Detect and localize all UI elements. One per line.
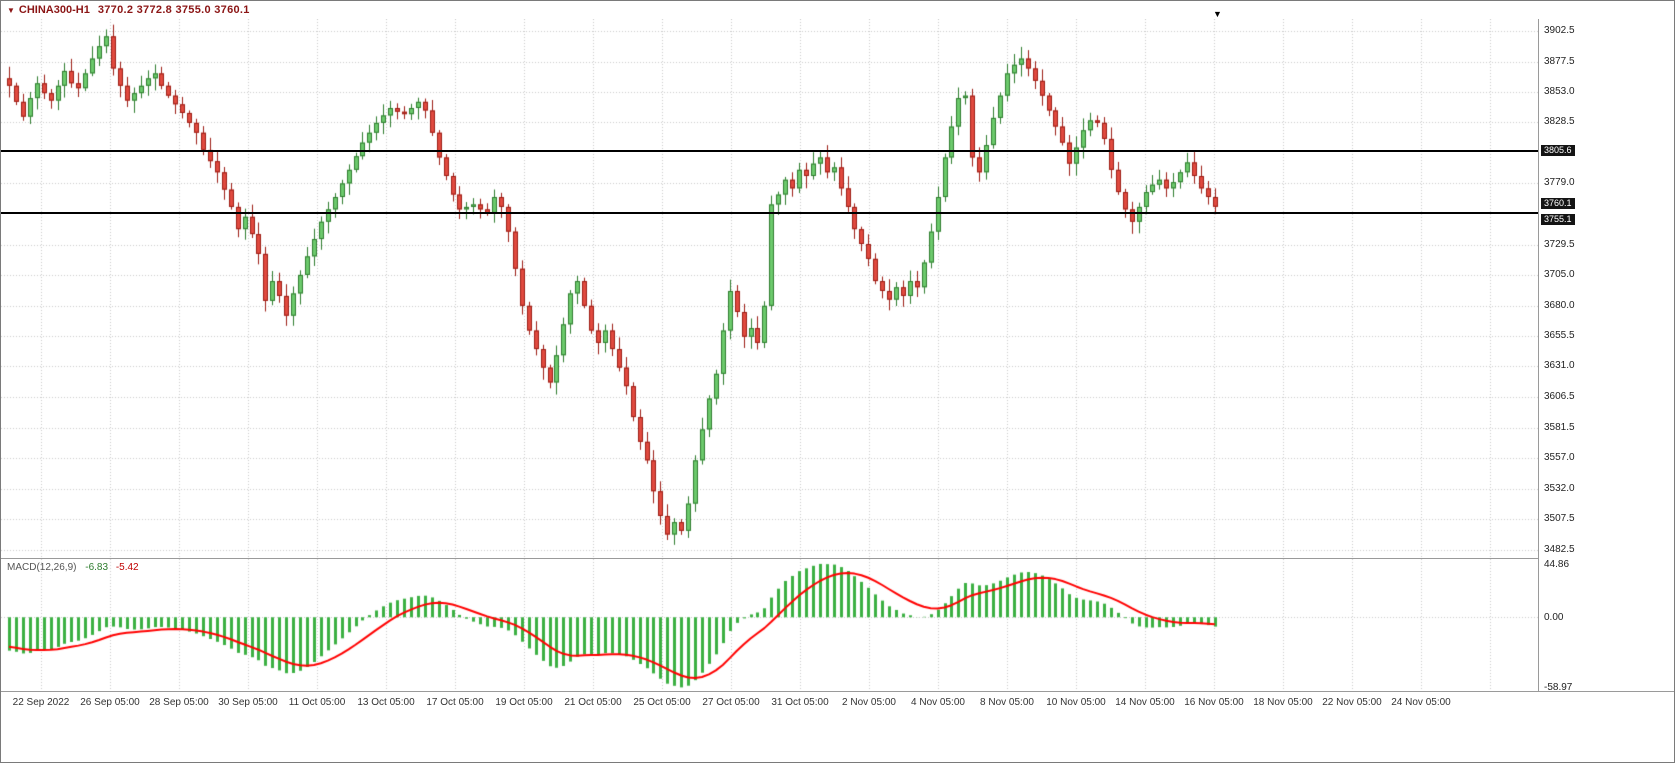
macd-signal-value: -5.42 (115, 562, 139, 573)
macd-name: MACD(12,26,9) (7, 562, 77, 573)
price-tag: 3760.1 (1541, 197, 1575, 209)
time-axis-label: 28 Sep 05:00 (149, 697, 209, 708)
time-axis-label: 10 Nov 05:00 (1046, 697, 1106, 708)
time-axis-label: 26 Sep 05:00 (80, 697, 140, 708)
time-axis-label: 2 Nov 05:00 (842, 697, 896, 708)
price-tick-label: 3581.5 (1544, 421, 1575, 433)
time-axis-label: 18 Nov 05:00 (1253, 697, 1313, 708)
time-axis-label: 19 Oct 05:00 (495, 697, 553, 708)
time-axis-label: 27 Oct 05:00 (702, 697, 760, 708)
price-tag: 3755.1 (1541, 213, 1575, 225)
time-axis-label: 11 Oct 05:00 (288, 697, 346, 708)
time-axis[interactable]: 22 Sep 2022 26 Sep 05:00 28 Sep 05:00 30 Se… (1, 691, 1674, 762)
price-axis[interactable]: 3902.5 3877.5 3853.0 3828.5 3779.0 3729.5 3705… (1538, 19, 1674, 694)
macd-main-value: -6.83 (85, 562, 109, 573)
time-axis-label: 24 Nov 05:00 (1391, 697, 1451, 708)
price-tick-label: 3828.5 (1544, 116, 1575, 128)
price-tick-label: 3729.5 (1544, 238, 1575, 250)
time-axis-label: 14 Nov 05:00 (1115, 697, 1175, 708)
time-axis-label: 17 Oct 05:00 (426, 697, 484, 708)
price-tag: 3805.6 (1541, 144, 1575, 156)
price-tick-label: 3680.0 (1544, 299, 1575, 311)
price-tick-label: 3482.5 (1544, 543, 1575, 555)
price-tick-label: 3902.5 (1544, 24, 1575, 36)
time-axis-label: 22 Sep 2022 (12, 697, 70, 708)
time-axis-label: 31 Oct 05:00 (771, 697, 829, 708)
symbol-title: CHINA300-H1 (18, 4, 90, 16)
price-tick-label: 3532.0 (1544, 482, 1575, 494)
time-axis-label: 4 Nov 05:00 (911, 697, 965, 708)
time-axis-label: 30 Sep 05:00 (218, 697, 278, 708)
price-tick-label: 3557.0 (1544, 451, 1575, 463)
macd-indicator-label: MACD(12,26,9) -6.83 -5.42 (7, 562, 139, 573)
time-axis-label: 25 Oct 05:00 (633, 697, 691, 708)
time-axis-label: 16 Nov 05:00 (1184, 697, 1244, 708)
macd-axis-label: -58.97 (1544, 682, 1573, 694)
price-chart-canvas[interactable] (1, 19, 1538, 558)
time-axis-label: 8 Nov 05:00 (980, 697, 1034, 708)
time-axis-label: 22 Nov 05:00 (1322, 697, 1382, 708)
macd-axis-label: 0.00 (1544, 612, 1564, 624)
price-tick-label: 3877.5 (1544, 55, 1575, 67)
macd-panel: MACD(12,26,9) -6.83 -5.42 (1, 558, 1538, 691)
chart-header: ▼ CHINA300-H1 3770.2 3772.8 3755.0 3760.… (1, 1, 1674, 19)
price-tick-label: 3655.5 (1544, 330, 1575, 342)
symbol-dropdown-icon[interactable]: ▼ (7, 5, 15, 15)
macd-axis-label: 44.86 (1544, 558, 1570, 570)
time-axis-label: 21 Oct 05:00 (564, 697, 622, 708)
price-tick-label: 3606.5 (1544, 390, 1575, 402)
horizontal-line-resistance[interactable] (1, 150, 1538, 152)
time-axis-label: 13 Oct 05:00 (357, 697, 415, 708)
price-tick-label: 3507.5 (1544, 513, 1575, 525)
macd-canvas[interactable] (1, 559, 1538, 691)
horizontal-line-support[interactable] (1, 212, 1538, 214)
price-tick-label: 3631.0 (1544, 360, 1575, 372)
price-tick-label: 3853.0 (1544, 85, 1575, 97)
ohlc-quote: 3770.2 3772.8 3755.0 3760.1 (97, 4, 250, 16)
price-tick-label: 3705.0 (1544, 268, 1575, 280)
price-tick-label: 3779.0 (1544, 177, 1575, 189)
chart-shift-marker-icon[interactable]: ▼ (1213, 9, 1222, 19)
